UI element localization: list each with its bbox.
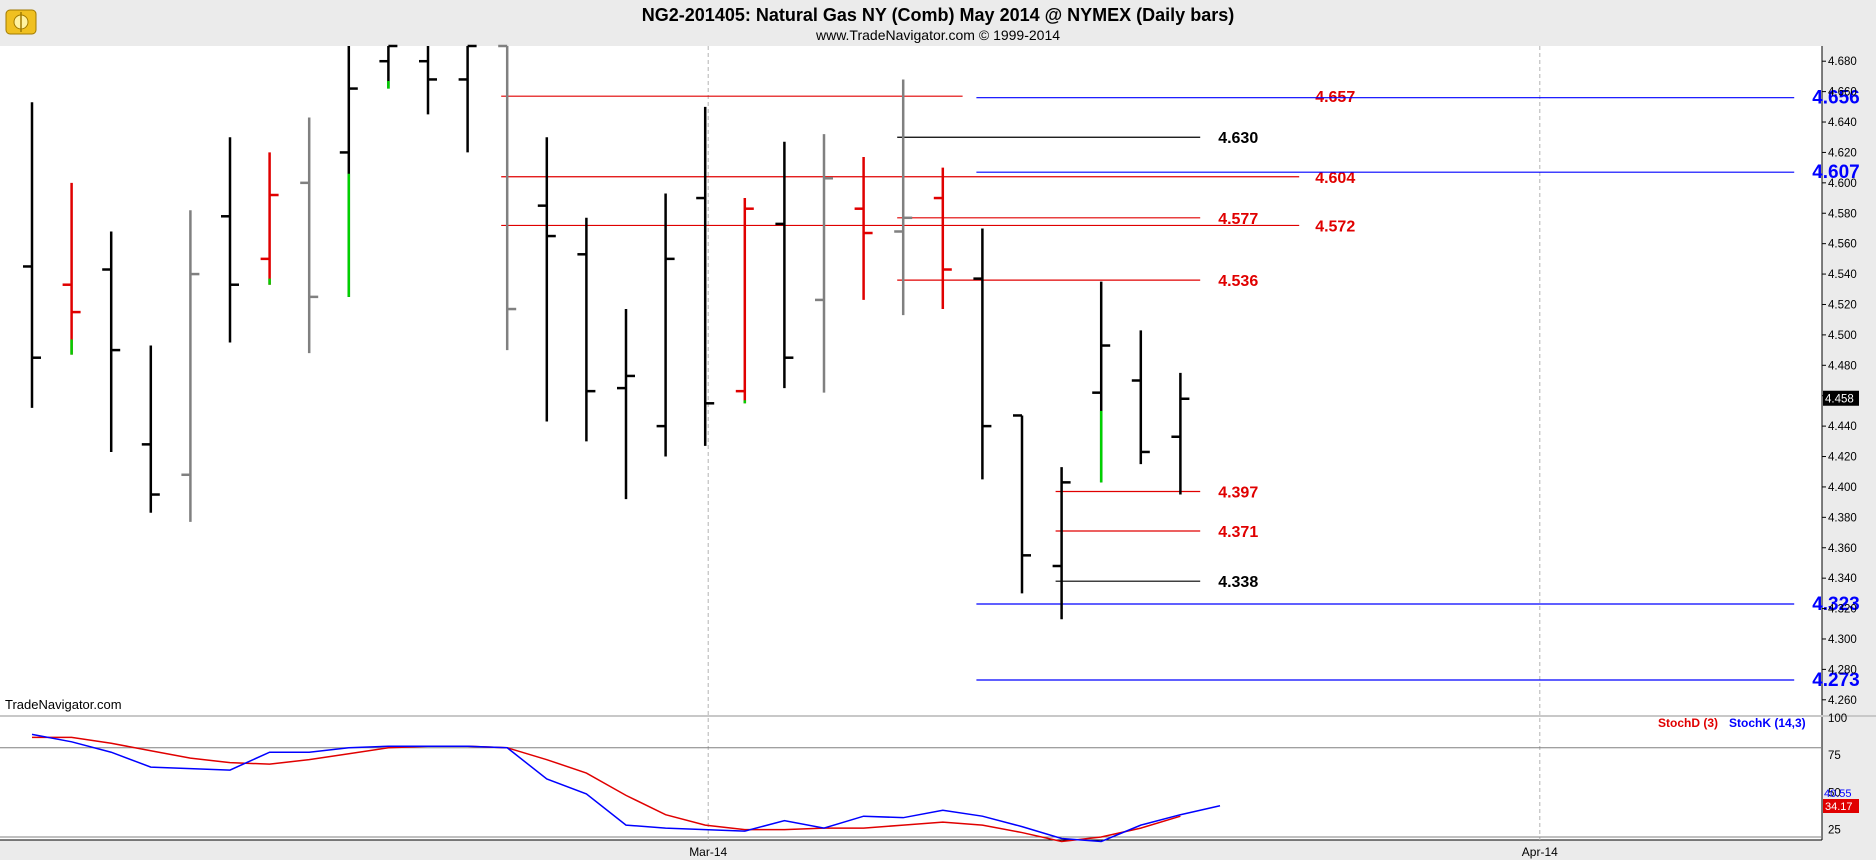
- level-label: 4.273: [1812, 670, 1860, 691]
- x-tick-label: Mar-14: [689, 845, 727, 859]
- y-tick-label: 4.500: [1828, 330, 1857, 342]
- stoch-y-tick-label: 50: [1828, 787, 1841, 799]
- y-axis-background: [1822, 46, 1876, 860]
- ohlc-bar: [735, 198, 754, 404]
- ohlc-bar: [458, 44, 477, 153]
- last-price-tag: [1823, 390, 1859, 406]
- x-axis-background: [0, 840, 1822, 860]
- stoch-d-value-label: 34.17: [1825, 801, 1853, 813]
- level-label: 4.323: [1812, 594, 1860, 615]
- ohlc-bar: [933, 167, 952, 310]
- ohlc-bar: [617, 309, 635, 500]
- y-tick-label: 4.360: [1828, 543, 1857, 555]
- y-tick-label: 4.380: [1828, 512, 1857, 524]
- ohlc-bar: [102, 231, 121, 452]
- ohlc-bar: [656, 193, 675, 457]
- stoch-k-line: [31, 733, 1221, 843]
- y-tick-label: 4.480: [1828, 360, 1857, 372]
- last-price-label: 4.458: [1825, 394, 1854, 406]
- ohlc-bar: [537, 137, 556, 422]
- y-tick-label: 4.620: [1828, 147, 1857, 159]
- ohlc-bar: [775, 141, 794, 389]
- x-tick-label: Apr-14: [1522, 845, 1558, 859]
- ohlc-bar: [181, 210, 200, 522]
- y-tick-label: 4.560: [1828, 239, 1857, 251]
- title-bar-background: [0, 0, 1876, 46]
- stoch-d-line: [32, 736, 1181, 843]
- ohlc-bar: [894, 79, 913, 316]
- ohlc-bar: [973, 228, 992, 480]
- y-tick-label: 4.540: [1828, 269, 1857, 281]
- stoch-k-legend: StochK (14,3): [1729, 716, 1806, 730]
- chart-subtitle: www.TradeNavigator.com © 1999-2014: [815, 27, 1060, 43]
- stoch-y-tick-label: 75: [1828, 750, 1841, 762]
- ohlc-bar: [221, 137, 239, 343]
- ohlc-bar: [1092, 281, 1111, 483]
- ohlc-bar: [62, 182, 81, 355]
- ohlc-bar: [1052, 467, 1071, 620]
- ohlc-bar: [1171, 372, 1190, 495]
- ohlc-bar: [1013, 414, 1031, 594]
- ohlc-bar: [23, 102, 41, 408]
- y-tick-label: 4.260: [1828, 695, 1857, 707]
- stoch-y-tick-label: 100: [1828, 713, 1847, 725]
- watermark-text: TradeNavigator.com: [5, 697, 122, 712]
- ohlc-bar: [815, 134, 833, 393]
- level-label: 4.371: [1218, 524, 1258, 541]
- y-tick-label: 4.320: [1828, 604, 1857, 616]
- y-tick-label: 4.280: [1828, 664, 1857, 676]
- ohlc-bar: [260, 152, 279, 285]
- level-label: 4.656: [1812, 88, 1860, 109]
- ohlc-bar: [854, 156, 873, 300]
- ohlc-bar: [498, 44, 517, 351]
- level-label: 4.577: [1218, 211, 1258, 228]
- ohlc-bar: [696, 106, 715, 446]
- y-tick-label: 4.660: [1828, 87, 1857, 99]
- y-tick-label: 4.420: [1828, 452, 1857, 464]
- y-tick-label: 4.300: [1828, 634, 1857, 646]
- y-tick-label: 4.640: [1828, 117, 1857, 129]
- level-label: 4.604: [1315, 170, 1355, 187]
- stoch-d-value-tag: [1823, 799, 1859, 813]
- navigator-logo-icon: [5, 9, 37, 35]
- y-tick-label: 4.600: [1828, 178, 1857, 190]
- ohlc-bar: [577, 217, 596, 442]
- stoch-k-value-label: 40.55: [1824, 788, 1852, 800]
- y-tick-label: 4.340: [1828, 573, 1857, 585]
- chart-title: NG2-201405: Natural Gas NY (Comb) May 20…: [642, 5, 1234, 25]
- stoch-d-legend: StochD (3): [1658, 716, 1718, 730]
- stoch-y-tick-label: 25: [1828, 825, 1841, 837]
- ohlc-bar: [1131, 330, 1150, 465]
- level-label: 4.536: [1218, 273, 1258, 290]
- ohlc-bar: [339, 46, 358, 297]
- y-tick-label: 4.580: [1828, 208, 1857, 220]
- level-label: 4.338: [1218, 574, 1258, 591]
- y-tick-label: 4.680: [1828, 56, 1857, 68]
- ohlc-bar: [141, 345, 160, 513]
- level-label: 4.572: [1315, 218, 1355, 235]
- plot-background: [0, 46, 1822, 840]
- y-tick-label: 4.520: [1828, 299, 1857, 311]
- ohlc-bar: [379, 44, 398, 89]
- ohlc-bar: [419, 46, 437, 115]
- y-tick-label: 4.400: [1828, 482, 1857, 494]
- ohlc-bar: [300, 117, 319, 354]
- y-tick-label: 4.440: [1828, 421, 1857, 433]
- level-label: 4.630: [1218, 130, 1258, 147]
- level-label: 4.607: [1812, 162, 1860, 183]
- level-label: 4.397: [1218, 484, 1258, 501]
